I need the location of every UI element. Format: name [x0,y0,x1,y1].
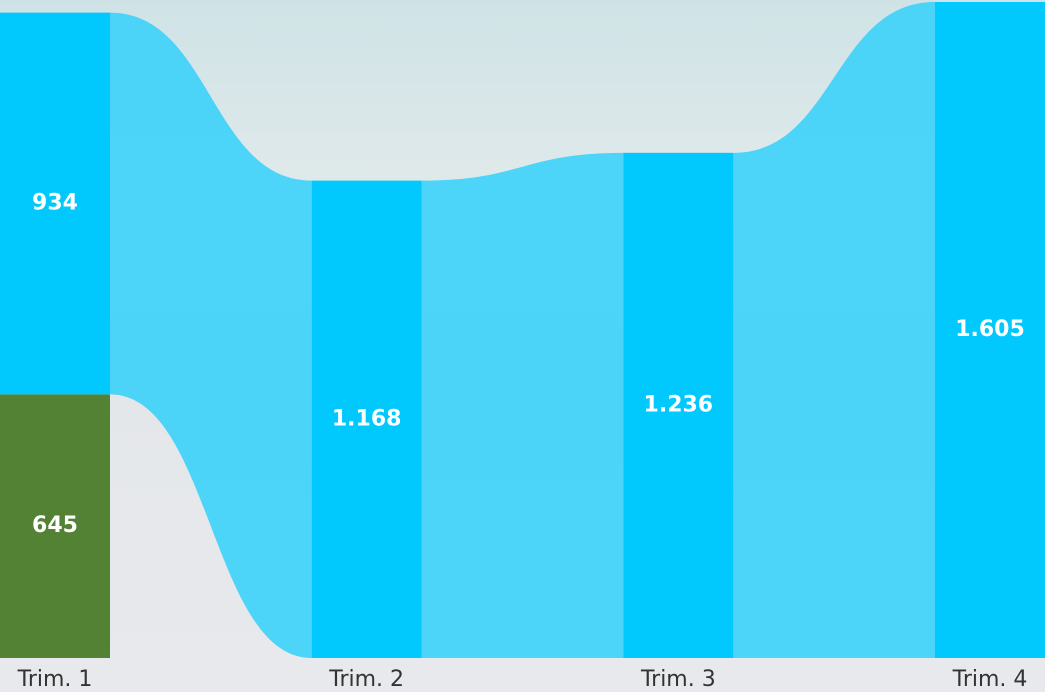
bar-segment [623,152,734,658]
ribbons [110,2,935,659]
ribbon [421,152,624,658]
ribbon [110,12,312,659]
bar-segment [0,12,110,395]
value-label: 645 [32,513,78,538]
category-label: Trim. 4 [952,667,1028,692]
category-label: Trim. 2 [328,667,404,692]
value-label: 934 [32,191,78,216]
value-label: 1.605 [955,317,1025,342]
bar-segment [311,180,422,659]
value-label: 1.236 [644,392,714,417]
ribbon [733,2,935,658]
category-label: Trim. 1 [17,667,93,692]
bar-segment [935,2,1045,658]
value-label: 1.168 [332,406,402,431]
category-label: Trim. 3 [640,667,716,692]
bar-segment [0,394,110,658]
